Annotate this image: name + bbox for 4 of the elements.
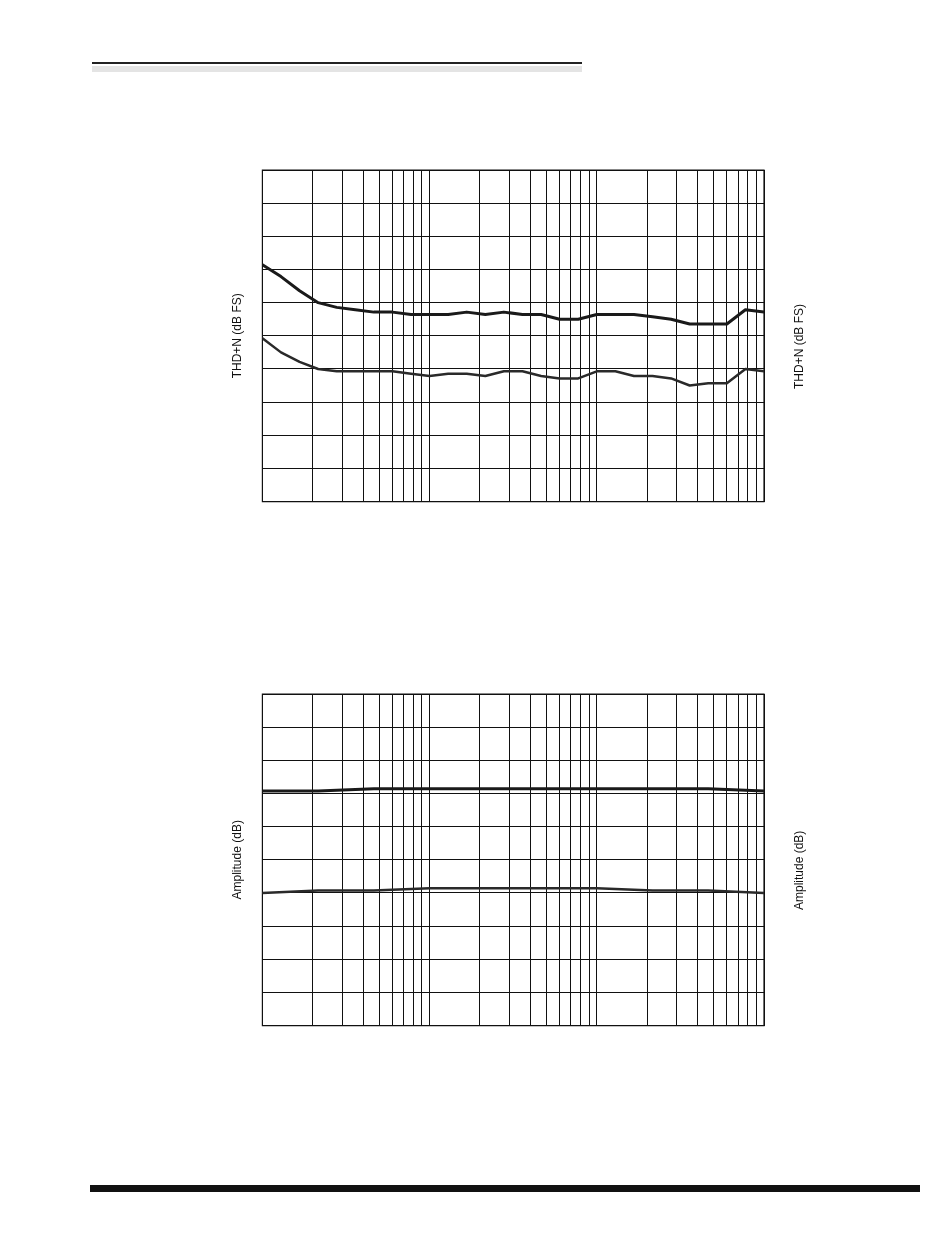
y2-axis-title: Amplitude (dB) xyxy=(792,829,806,912)
y-axis-title: THD+N (dB FS) xyxy=(229,293,244,379)
y2-axis-title: THD+N (dB FS) xyxy=(792,302,806,391)
y-axis-title: Amplitude (dB) xyxy=(229,820,244,900)
